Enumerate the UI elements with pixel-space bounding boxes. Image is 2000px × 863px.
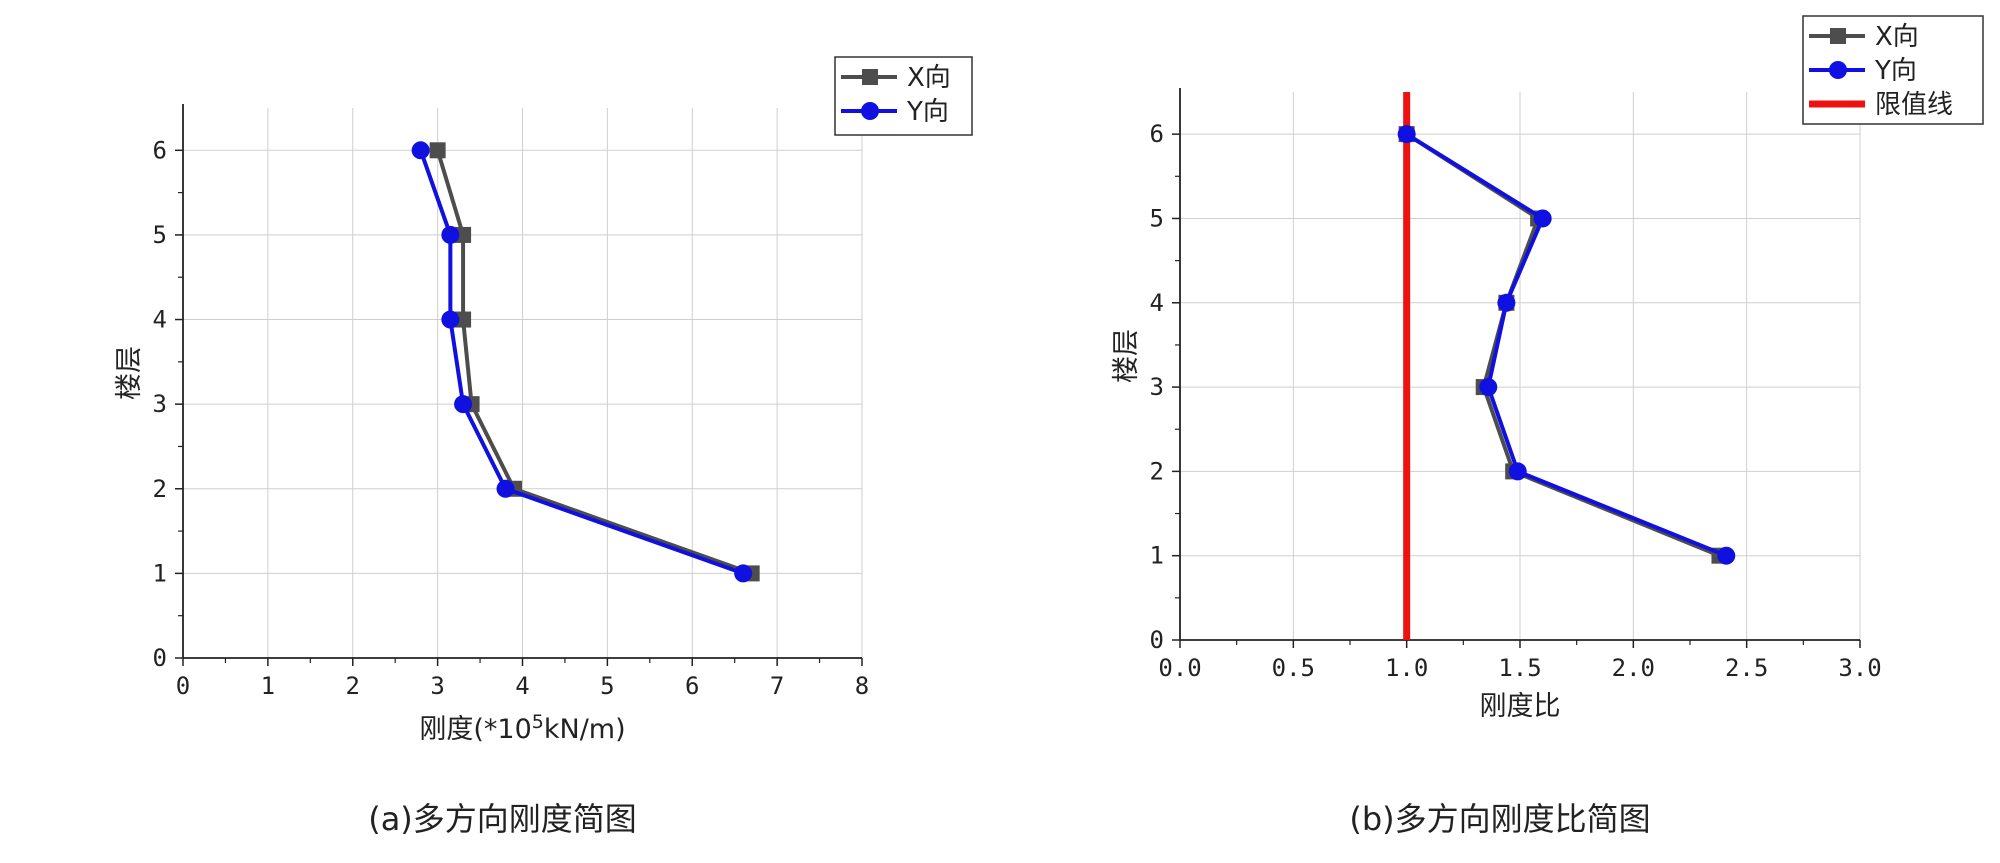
chart-a-x-tick-label: 6 <box>685 672 699 700</box>
chart-a-series-line-x <box>435 149 753 576</box>
chart-a-legend-label: X向 <box>907 63 951 93</box>
chart-b-series <box>1397 125 1736 565</box>
chart-a-y-tick-label: 1 <box>153 559 167 587</box>
chart-b-legend-label: X向 <box>1875 22 1919 52</box>
chart-b-caption: (b)多方向刚度比简图 <box>1349 800 1650 838</box>
chart-b-x-tick-label: 2.5 <box>1725 654 1768 682</box>
chart-b-y-tick-label: 1 <box>1150 542 1164 570</box>
chart-b-y-tick-label: 0 <box>1150 626 1164 654</box>
chart-a-tick-labels: 0 1 2 3 4 5 6 7 8 0 1 2 3 4 5 6 <box>153 136 870 700</box>
chart-b-series-line-x <box>1405 132 1721 558</box>
chart-b-x-tick-label: 1.5 <box>1498 654 1541 682</box>
chart-a-y-tick-label: 3 <box>153 390 167 418</box>
chart-b-y-tick-label: 3 <box>1150 373 1164 401</box>
chart-b-legend-label: 限值线 <box>1875 90 1953 120</box>
chart-a-x-tick-label: 3 <box>430 672 444 700</box>
chart-a-y-point <box>454 395 473 414</box>
chart-a-x-tick-label: 0 <box>176 672 190 700</box>
chart-b-y-tick-label: 5 <box>1150 204 1164 232</box>
chart-b-tick-labels: 0.0 0.5 1.0 1.5 2.0 2.5 3.0 0 1 2 3 4 5 6 <box>1150 120 1882 682</box>
chart-a-caption: (a)多方向刚度简图 <box>368 800 637 838</box>
chart-b-x-tick-label: 1.0 <box>1385 654 1428 682</box>
chart-a-y-tick-label: 4 <box>153 306 167 334</box>
chart-b-y-axis-label: 楼层 <box>1111 329 1142 383</box>
chart-a-legend: X向 Y向 <box>834 56 973 136</box>
chart-a-series <box>411 141 760 583</box>
chart-a-series-line-y <box>418 149 744 576</box>
chart-a-y-point <box>734 564 753 583</box>
chart-a-y-tick-label: 6 <box>153 136 167 164</box>
chart-b-legend-marker <box>1829 61 1847 79</box>
chart-b-y-point <box>1508 462 1527 481</box>
chart-b-x-axis-label: 刚度比 <box>1480 691 1561 722</box>
chart-a-y-point <box>496 479 515 498</box>
chart-a-x-point <box>455 226 472 243</box>
chart-a-x-point <box>455 311 472 328</box>
chart-b-legend-marker <box>1830 28 1846 44</box>
chart-b-y-tick-label: 6 <box>1150 120 1164 148</box>
chart-b-x-tick-label: 2.0 <box>1612 654 1655 682</box>
chart-a-y-point <box>441 310 460 329</box>
chart-a-axes <box>175 104 863 666</box>
chart-b-series-line-y <box>1405 132 1728 558</box>
chart-b-y-point <box>1497 293 1516 312</box>
chart-a-y-tick-label: 0 <box>153 644 167 672</box>
chart-a-x-axis-label: 刚度(*105kN/m) <box>419 711 625 745</box>
chart-a-y-point <box>411 141 430 160</box>
chart-b-x-tick-label: 0.0 <box>1158 654 1201 682</box>
chart-b-y-tick-label: 2 <box>1150 457 1164 485</box>
chart-a-legend-marker <box>862 69 878 85</box>
chart-a-y-tick-label: 2 <box>153 475 167 503</box>
chart-b-y-tick-label: 4 <box>1150 289 1164 317</box>
chart-a-x-tick-label: 4 <box>515 672 529 700</box>
chart-a-x-tick-label: 1 <box>261 672 275 700</box>
chart-a-x-tick-label: 5 <box>600 672 614 700</box>
chart-a-legend-marker <box>861 102 879 120</box>
chart-b-grid <box>1180 92 1861 640</box>
chart-a-x-tick-label: 7 <box>770 672 784 700</box>
chart-a-legend-box <box>834 56 973 136</box>
chart-a-x-tick-label: 2 <box>346 672 360 700</box>
chart-a-x-tick-label: 8 <box>855 672 869 700</box>
chart-a-stiffness: 0 1 2 3 4 5 6 7 8 0 1 2 3 4 5 6 刚度(*105kN/m) 楼层 (a)多方向刚… <box>114 56 973 838</box>
chart-b-y-point <box>1717 546 1736 565</box>
chart-b-x-tick-label: 3.0 <box>1838 654 1881 682</box>
chart-a-legend-label: Y向 <box>906 97 949 127</box>
chart-a-y-axis-label: 楼层 <box>114 346 145 400</box>
chart-a-x-point <box>429 142 446 159</box>
chart-a-y-point <box>441 225 460 244</box>
chart-b-x-tick-label: 0.5 <box>1272 654 1315 682</box>
chart-b-y-point <box>1397 125 1416 144</box>
chart-a-grid <box>183 108 863 658</box>
chart-a-y-tick-label: 5 <box>153 221 167 249</box>
chart-b-legend-label: Y向 <box>1874 56 1917 86</box>
chart-b-y-point <box>1479 378 1498 397</box>
chart-b-stiffness-ratio: 0.0 0.5 1.0 1.5 2.0 2.5 3.0 0 1 2 3 4 5 6 刚度比 楼层 (b)多… <box>1111 15 1984 838</box>
chart-b-y-point <box>1533 209 1552 228</box>
chart-b-axes <box>1172 88 1861 648</box>
